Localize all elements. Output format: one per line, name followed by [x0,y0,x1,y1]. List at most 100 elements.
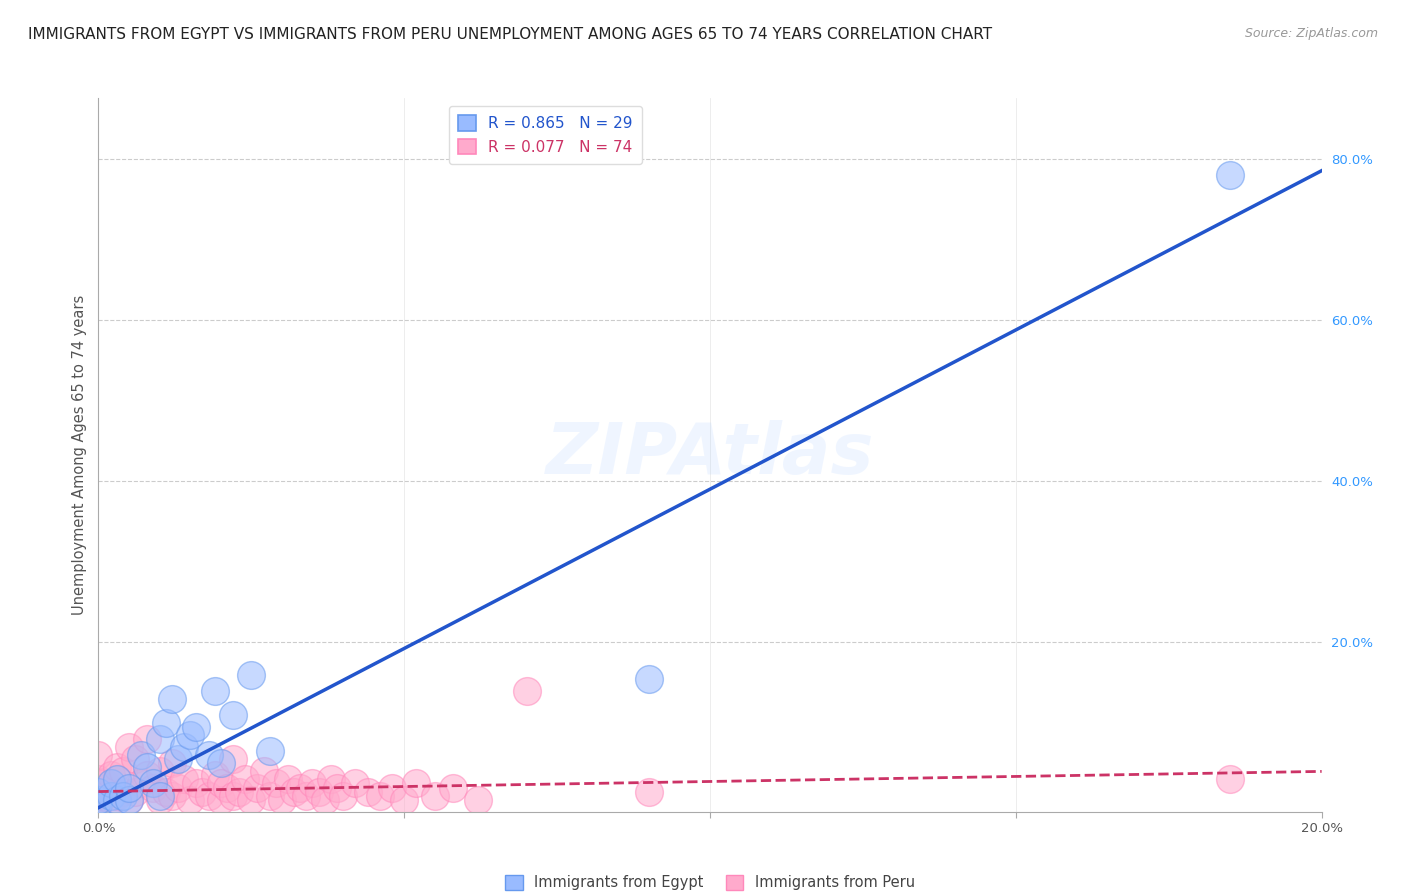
Point [149,764,172,779]
Point [149,792,172,806]
Point [290,780,312,795]
Point [124,784,146,798]
Point [93,776,115,790]
Point [155,784,177,798]
Point [160,789,183,803]
Text: ZIPAtlas: ZIPAtlas [546,420,875,490]
Point [259,744,281,758]
Point [240,667,263,681]
Point [105,760,128,774]
Point [87,772,110,787]
Point [240,792,263,806]
Point [209,792,232,806]
Point [179,728,201,742]
Text: Source: ZipAtlas.com: Source: ZipAtlas.com [1244,27,1378,40]
Point [319,772,342,787]
Point [100,792,122,806]
Point [87,789,110,803]
Point [160,691,183,706]
Point [111,789,134,803]
Point [87,784,110,798]
Point [277,772,299,787]
Point [467,792,489,806]
Point [259,789,281,803]
Point [155,716,177,731]
Point [332,789,354,803]
Point [105,789,128,803]
Point [124,752,146,766]
Point [173,772,195,787]
Point [87,797,110,811]
Point [308,784,330,798]
Point [167,780,190,795]
Point [118,780,141,795]
Text: IMMIGRANTS FROM EGYPT VS IMMIGRANTS FROM PERU UNEMPLOYMENT AMONG AGES 65 TO 74 Y: IMMIGRANTS FROM EGYPT VS IMMIGRANTS FROM… [28,27,993,42]
Point [1219,772,1241,787]
Point [222,752,245,766]
Point [136,760,159,774]
Point [105,772,128,787]
Point [246,780,269,795]
Point [87,776,110,790]
Point [197,789,219,803]
Point [637,672,661,686]
Point [100,789,122,803]
Point [87,792,110,806]
Point [87,797,110,811]
Point [129,776,152,790]
Point [405,776,427,790]
Point [100,768,122,782]
Point [160,756,183,771]
Point [295,789,318,803]
Point [136,768,159,782]
Point [197,748,219,763]
Point [118,792,141,806]
Point [87,784,110,798]
Point [516,683,538,698]
Point [87,748,110,763]
Point [314,792,336,806]
Point [204,768,226,782]
Point [149,789,172,803]
Y-axis label: Unemployment Among Ages 65 to 74 years: Unemployment Among Ages 65 to 74 years [72,294,87,615]
Point [191,784,214,798]
Point [179,792,201,806]
Point [222,789,245,803]
Point [136,732,159,747]
Point [283,784,305,798]
Point [186,720,208,734]
Point [167,752,190,766]
Point [111,764,134,779]
Point [209,776,232,790]
Point [381,780,404,795]
Point [87,780,110,795]
Point [344,776,367,790]
Point [118,792,141,806]
Point [204,683,226,698]
Point [368,789,391,803]
Point [87,797,110,811]
Point [441,780,464,795]
Point [233,772,256,787]
Point [228,784,250,798]
Point [270,792,292,806]
Point [637,784,661,798]
Legend: Immigrants from Egypt, Immigrants from Peru: Immigrants from Egypt, Immigrants from P… [499,869,921,892]
Point [264,776,287,790]
Point [392,792,416,806]
Point [87,797,110,811]
Point [209,756,232,771]
Point [142,776,165,790]
Point [87,792,110,806]
Point [111,784,134,798]
Point [215,780,238,795]
Point [356,784,378,798]
Point [301,776,323,790]
Point [326,780,349,795]
Point [173,740,195,755]
Point [142,780,165,795]
Point [186,776,208,790]
Point [93,789,115,803]
Point [105,792,128,806]
Point [252,764,274,779]
